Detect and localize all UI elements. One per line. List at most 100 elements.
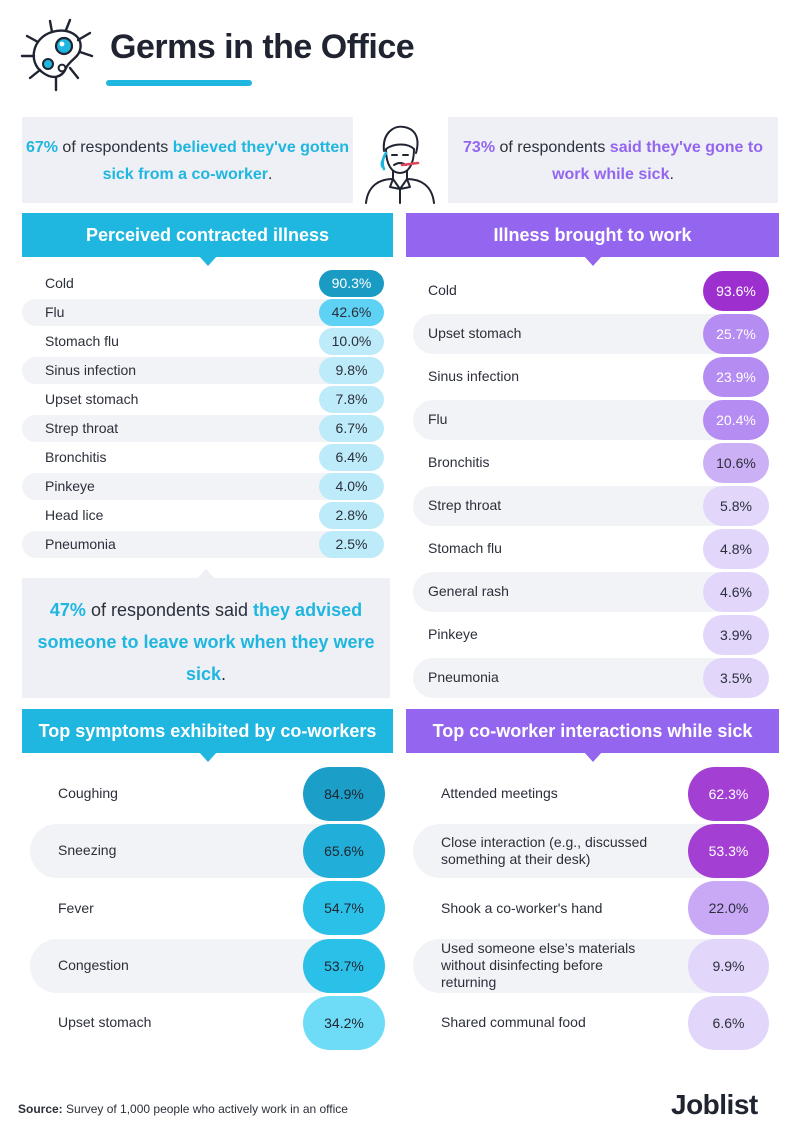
perceived-illness-row: Cold 90.3%	[22, 269, 393, 298]
perceived-illness-label: Flu	[45, 304, 65, 320]
illness-brought-row: Cold 93.6%	[413, 269, 769, 312]
symptom-value: 34.2%	[303, 995, 385, 1050]
illness-brought-value: 5.8%	[703, 485, 769, 526]
illness-brought-label: Flu	[428, 411, 448, 427]
brand-logo: Joblist	[671, 1089, 758, 1120]
perceived-illness-value: 7.8%	[319, 386, 384, 413]
perceived-illness-label: Bronchitis	[45, 449, 107, 465]
perceived-illness-row: Sinus infection 9.8%	[22, 356, 393, 385]
perceived-illness-label: Pinkeye	[45, 478, 95, 494]
illness-brought-label: General rash	[428, 583, 509, 599]
illness-brought-row: Sinus infection 23.9%	[413, 355, 769, 398]
illness-brought-label: Pinkeye	[428, 626, 478, 642]
interaction-value: 9.9%	[688, 938, 769, 993]
perceived-illness-label: Strep throat	[45, 420, 119, 436]
perceived-illness-row: Strep throat 6.7%	[22, 414, 393, 443]
illness-brought-value: 25.7%	[703, 313, 769, 354]
symptom-label: Fever	[58, 899, 94, 916]
illness-brought-row: Pinkeye 3.9%	[413, 613, 769, 656]
perceived-illness-row: Flu 42.6%	[22, 298, 393, 327]
perceived-illness-row: Upset stomach 7.8%	[22, 385, 393, 414]
interaction-value: 53.3%	[688, 823, 769, 878]
illness-brought-label: Cold	[428, 282, 457, 298]
header-perceived-illness: Perceived contracted illness	[22, 213, 393, 266]
symptom-label: Sneezing	[58, 842, 117, 859]
germ-icon	[20, 18, 94, 92]
perceived-illness-label: Sinus infection	[45, 362, 137, 378]
illness-brought-label: Upset stomach	[428, 325, 522, 341]
perceived-illness-value: 90.3%	[319, 270, 384, 297]
perceived-illness-label: Upset stomach	[45, 391, 139, 407]
title-underline	[106, 80, 252, 86]
symptom-value: 53.7%	[303, 938, 385, 993]
symptom-row: Fever 54.7%	[30, 880, 385, 937]
pointer-mid	[197, 569, 215, 579]
stat-went-to-work-sick: 73% of respondents said they've gone to …	[448, 117, 778, 203]
illness-brought-value: 3.9%	[703, 614, 769, 655]
illness-brought-value: 93.6%	[703, 270, 769, 311]
perceived-illness-value: 2.5%	[319, 531, 384, 558]
perceived-illness-value: 6.7%	[319, 415, 384, 442]
interaction-label: Close interaction (e.g., discussed somet…	[441, 833, 648, 867]
illness-brought-label: Pneumonia	[428, 669, 499, 685]
perceived-illness-row: Head lice 2.8%	[22, 501, 393, 530]
perceived-illness-row: Pneumonia 2.5%	[22, 530, 393, 559]
interaction-row: Close interaction (e.g., discussed somet…	[413, 822, 771, 879]
illness-brought-row: Strep throat 5.8%	[413, 484, 769, 527]
illness-brought-label: Bronchitis	[428, 454, 490, 470]
interaction-value: 22.0%	[688, 881, 769, 936]
perceived-illness-value: 42.6%	[319, 299, 384, 326]
interaction-row: Shook a co-worker's hand 22.0%	[413, 880, 771, 937]
illness-brought-row: General rash 4.6%	[413, 570, 769, 613]
perceived-illness-label: Pneumonia	[45, 536, 116, 552]
source-note: Source: Survey of 1,000 people who activ…	[18, 1102, 348, 1116]
symptom-row: Congestion 53.7%	[30, 937, 385, 994]
symptom-row: Coughing 84.9%	[30, 765, 385, 822]
perceived-illness-label: Head lice	[45, 507, 104, 523]
symptom-row: Sneezing 65.6%	[30, 822, 385, 879]
perceived-illness-label: Cold	[45, 275, 74, 291]
illness-brought-row: Stomach flu 4.8%	[413, 527, 769, 570]
perceived-illness-value: 4.0%	[319, 473, 384, 500]
interaction-row: Attended meetings 62.3%	[413, 765, 771, 822]
perceived-illness-row: Pinkeye 4.0%	[22, 472, 393, 501]
interaction-row: Shared communal food 6.6%	[413, 994, 771, 1051]
header-top-symptoms: Top symptoms exhibited by co-workers	[22, 709, 393, 762]
illness-brought-label: Strep throat	[428, 497, 502, 513]
illness-brought-row: Bronchitis 10.6%	[413, 441, 769, 484]
symptom-value: 84.9%	[303, 766, 385, 821]
perceived-illness-label: Stomach flu	[45, 333, 119, 349]
header-illness-brought-to-work: Illness brought to work	[406, 213, 779, 266]
perceived-illness-value: 2.8%	[319, 502, 384, 529]
interaction-label: Shook a co-worker's hand	[441, 899, 603, 916]
sick-person-icon	[365, 125, 435, 204]
illness-brought-label: Stomach flu	[428, 540, 502, 556]
illness-brought-value: 4.6%	[703, 571, 769, 612]
interaction-row: Used someone else’s materials without di…	[413, 937, 771, 994]
interaction-label: Attended meetings	[441, 785, 558, 801]
illness-brought-value: 23.9%	[703, 356, 769, 397]
symptom-row: Upset stomach 34.2%	[30, 994, 385, 1051]
illness-brought-row: Pneumonia 3.5%	[413, 656, 769, 699]
illness-brought-row: Flu 20.4%	[413, 398, 769, 441]
interaction-value: 62.3%	[688, 766, 769, 821]
illness-brought-label: Sinus infection	[428, 368, 520, 384]
perceived-illness-value: 6.4%	[319, 444, 384, 471]
stat-advised-leave-work: 47% of respondents said they advised som…	[22, 578, 390, 698]
interaction-label: Shared communal food	[441, 1014, 586, 1031]
title-block: Germs in the Office	[18, 16, 538, 96]
illness-brought-row: Upset stomach 25.7%	[413, 312, 769, 355]
symptom-label: Coughing	[58, 785, 118, 801]
perceived-illness-row: Stomach flu 10.0%	[22, 327, 393, 356]
symptom-value: 54.7%	[303, 881, 385, 936]
header-top-interactions: Top co-worker interactions while sick	[406, 709, 779, 762]
page-title: Germs in the Office	[110, 28, 415, 66]
interaction-value: 6.6%	[688, 995, 769, 1050]
perceived-illness-value: 10.0%	[319, 328, 384, 355]
symptom-label: Congestion	[58, 956, 129, 973]
symptom-value: 65.6%	[303, 823, 385, 878]
perceived-illness-row: Bronchitis 6.4%	[22, 443, 393, 472]
pointer-left	[195, 203, 213, 213]
stat-sick-from-coworker: 67% of respondents believed they've gott…	[22, 117, 353, 203]
symptom-label: Upset stomach	[58, 1014, 152, 1031]
